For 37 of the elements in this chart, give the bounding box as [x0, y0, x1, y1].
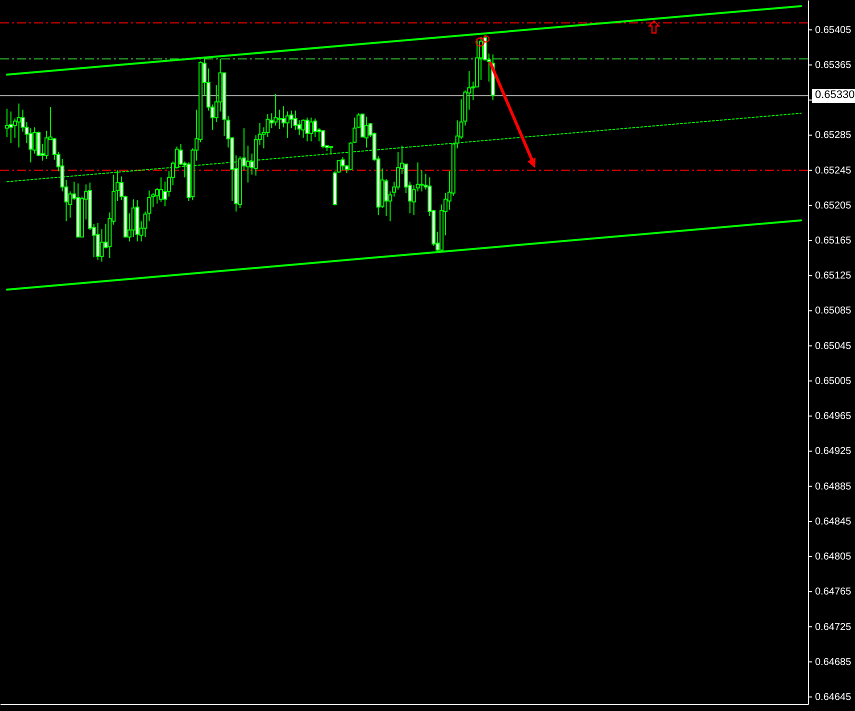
candlestick — [36, 131, 41, 157]
candlestick — [364, 116, 368, 148]
candlestick — [278, 109, 282, 130]
candlestick — [8, 110, 13, 144]
candlestick — [44, 130, 48, 160]
y-tick-label: 0.65245 — [815, 165, 852, 176]
candlestick — [321, 129, 326, 149]
candlestick — [274, 93, 278, 126]
candlestick — [313, 118, 318, 138]
candlestick — [309, 117, 314, 142]
ref-line-label: 0.65330 — [812, 88, 855, 103]
candlestick — [159, 176, 164, 202]
y-tick-label: 0.65165 — [815, 236, 852, 247]
candlestick — [305, 117, 310, 142]
y-tick-label: 0.65365 — [815, 60, 852, 71]
candlestick — [155, 187, 160, 204]
candlestick — [282, 106, 286, 128]
y-tick-label: 0.64685 — [815, 656, 852, 668]
candlestick — [131, 198, 136, 238]
y-tick-label: 0.65405 — [815, 24, 852, 36]
y-tick-label: 0.65285 — [815, 130, 852, 142]
y-tick-label: 0.64885 — [815, 481, 852, 492]
y-tick-label: 0.64645 — [815, 692, 852, 703]
y-tick-label: 0.65125 — [815, 270, 852, 282]
y-tick-label: 0.65045 — [815, 340, 852, 352]
y-tick-label: 0.64965 — [815, 411, 852, 422]
candlestick — [96, 222, 100, 260]
candlestick — [16, 103, 21, 148]
y-tick-label: 0.65205 — [815, 200, 852, 212]
y-tick-label: 0.65085 — [815, 306, 852, 317]
y-tick-label: 0.64925 — [815, 446, 852, 458]
y-tick-label: 0.64725 — [815, 622, 852, 633]
y-tick-label: 0.64805 — [815, 552, 852, 563]
y-tick-label: 0.64845 — [815, 516, 852, 528]
y-tick-label: 0.64765 — [815, 586, 852, 598]
candlestick — [340, 156, 345, 171]
y-tick-label: 0.65005 — [815, 376, 852, 387]
